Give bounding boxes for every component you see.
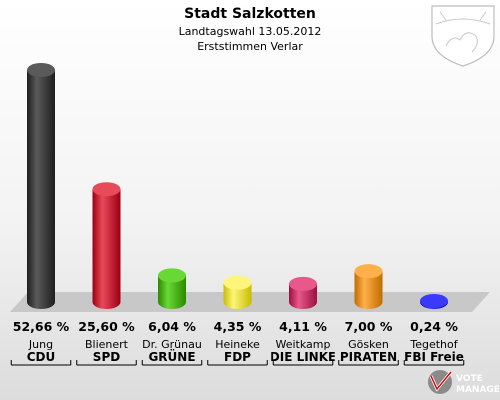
value-label: 7,00 % bbox=[345, 319, 393, 334]
bar-cdu bbox=[27, 63, 55, 309]
bar-piraten bbox=[354, 264, 383, 310]
bar-top bbox=[27, 63, 55, 77]
party-label: GRÜNE bbox=[148, 349, 195, 364]
bar-body bbox=[289, 283, 317, 309]
bar-body bbox=[27, 70, 55, 309]
bar-body bbox=[158, 275, 186, 309]
value-label: 4,11 % bbox=[279, 319, 327, 334]
bar-body bbox=[92, 189, 121, 310]
value-label: 0,24 % bbox=[410, 319, 458, 334]
candidate-label: Tegethof bbox=[409, 338, 458, 351]
party-label: SPD bbox=[93, 350, 120, 364]
candidate-label: Blienert bbox=[85, 338, 129, 351]
value-label: 25,60 % bbox=[78, 319, 135, 334]
bar-top bbox=[92, 182, 121, 197]
bars-layer bbox=[27, 63, 448, 310]
bar-gr-ne bbox=[158, 268, 186, 309]
bar-top bbox=[158, 268, 186, 283]
coat-of-arms-icon bbox=[431, 5, 495, 67]
party-label: FDP bbox=[224, 350, 251, 364]
bar-top bbox=[223, 275, 252, 290]
bar-fbi-freie bbox=[420, 293, 448, 309]
candidate-label: Dr. Grünau bbox=[142, 338, 202, 351]
vote-manager-logo: VOTE MANAGER bbox=[428, 370, 500, 395]
chart-subtitle-type: Erststimmen Verlar bbox=[197, 40, 303, 53]
bar-body bbox=[354, 271, 383, 310]
party-label: FBI Freie bbox=[404, 350, 464, 364]
bar-top bbox=[354, 264, 383, 279]
party-label: PIRATEN bbox=[340, 350, 397, 364]
candidate-label: Heineke bbox=[215, 338, 260, 351]
logo-line-1: VOTE bbox=[456, 374, 483, 384]
value-label: 6,04 % bbox=[148, 319, 196, 334]
bar-fdp bbox=[223, 275, 252, 310]
chart-subtitle-date: Landtagswahl 13.05.2012 bbox=[179, 25, 322, 38]
chart-title: Stadt Salzkotten bbox=[184, 6, 316, 22]
bar-top bbox=[420, 293, 448, 308]
value-label: 4,35 % bbox=[214, 319, 262, 334]
bar-top bbox=[289, 276, 317, 291]
party-label: DIE LINKE bbox=[270, 350, 336, 364]
candidate-label: Jung bbox=[28, 338, 53, 351]
bar-body bbox=[223, 282, 252, 310]
value-label: 52,66 % bbox=[13, 319, 70, 334]
party-label: CDU bbox=[27, 350, 56, 364]
candidate-label: Weitkamp bbox=[276, 338, 331, 351]
logo-line-2: MANAGER bbox=[456, 385, 500, 395]
candidate-label: Gösken bbox=[348, 338, 389, 351]
bar-spd bbox=[92, 182, 121, 310]
bar-die-linke bbox=[289, 276, 317, 309]
